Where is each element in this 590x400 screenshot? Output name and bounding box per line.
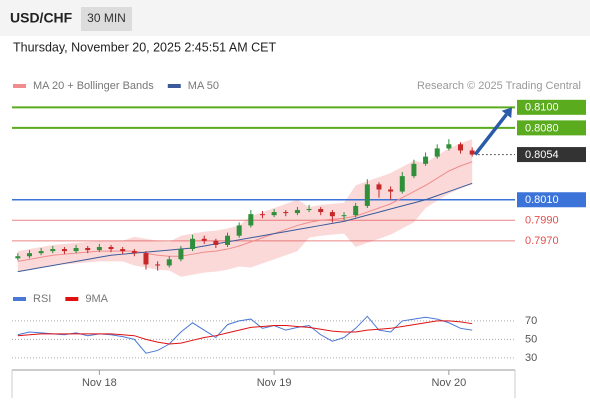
candle-body xyxy=(376,184,382,190)
rsi-line xyxy=(17,320,473,345)
candle-body xyxy=(329,212,335,217)
candle-body xyxy=(364,184,370,206)
candle-body xyxy=(166,259,172,266)
candle-body xyxy=(306,209,312,211)
bollinger-band xyxy=(17,139,473,277)
level-label-box xyxy=(517,99,586,115)
interval-button[interactable] xyxy=(81,7,132,31)
candle-body xyxy=(120,249,126,252)
level-label-box xyxy=(517,147,586,163)
candle-body xyxy=(85,248,91,251)
candle-body xyxy=(259,214,265,216)
ma-line xyxy=(17,161,473,262)
y-tick-label: 70 xyxy=(525,315,537,327)
candle-body xyxy=(248,214,254,226)
candle-body xyxy=(73,248,79,252)
level-label: 0.8080 xyxy=(525,122,559,134)
projection-arrow-head xyxy=(501,107,512,119)
candle-body xyxy=(155,264,161,266)
candle-body xyxy=(318,209,324,213)
candle-body xyxy=(446,144,452,149)
candle-body xyxy=(190,238,196,250)
rsi-line xyxy=(17,315,473,354)
level-label-box xyxy=(517,120,586,136)
candle-body xyxy=(294,210,300,214)
candle-body xyxy=(341,215,347,217)
legend-label: MA 20 + Bollinger Bands xyxy=(33,80,154,92)
interval-label[interactable]: 30 MIN xyxy=(87,11,126,25)
candle-body xyxy=(225,235,231,245)
y-tick-label: 50 xyxy=(525,333,537,345)
candle-body xyxy=(469,150,475,155)
candle-body xyxy=(353,205,359,216)
candle-body xyxy=(61,249,67,252)
x-tick-label: Nov 19 xyxy=(257,377,292,389)
candle-body xyxy=(458,144,464,151)
candle-body xyxy=(423,156,429,164)
candle-body xyxy=(213,240,219,245)
x-tick-label: Nov 18 xyxy=(82,377,117,389)
candle-body xyxy=(131,251,137,254)
level-label: 0.8100 xyxy=(525,102,559,114)
candle-body xyxy=(283,212,289,214)
candle-body xyxy=(388,189,394,192)
symbol: USD/CHF xyxy=(10,10,73,26)
credit: Research © 2025 Trading Central xyxy=(417,80,581,92)
candle-body xyxy=(411,163,417,177)
y-tick-label: 30 xyxy=(525,352,537,364)
timestamp: Thursday, November 20, 2025 2:45:51 AM C… xyxy=(13,40,276,54)
level-label: 0.8054 xyxy=(525,149,559,161)
candle-body xyxy=(38,251,44,254)
candle-body xyxy=(143,253,149,265)
projection-arrow xyxy=(473,113,508,156)
candle-body xyxy=(96,247,102,251)
candle-body xyxy=(434,148,440,157)
candle-body xyxy=(108,247,114,250)
candle-body xyxy=(236,225,242,236)
candle-body xyxy=(399,176,405,192)
level-label: 0.7990 xyxy=(525,215,559,227)
x-tick-label: Nov 20 xyxy=(431,377,466,389)
level-label: 0.8010 xyxy=(525,194,559,206)
level-label: 0.7970 xyxy=(525,235,559,247)
candle-body xyxy=(50,249,56,252)
candle-body xyxy=(15,256,21,259)
candle-body xyxy=(201,238,207,241)
legend-label: 9MA xyxy=(85,293,108,305)
candle-body xyxy=(271,212,277,216)
ma-line xyxy=(17,182,473,273)
level-label-box xyxy=(517,192,586,208)
candle-body xyxy=(178,249,184,260)
candle-body xyxy=(26,253,32,257)
legend-label: RSI xyxy=(33,293,51,305)
legend-label: MA 50 xyxy=(188,80,219,92)
